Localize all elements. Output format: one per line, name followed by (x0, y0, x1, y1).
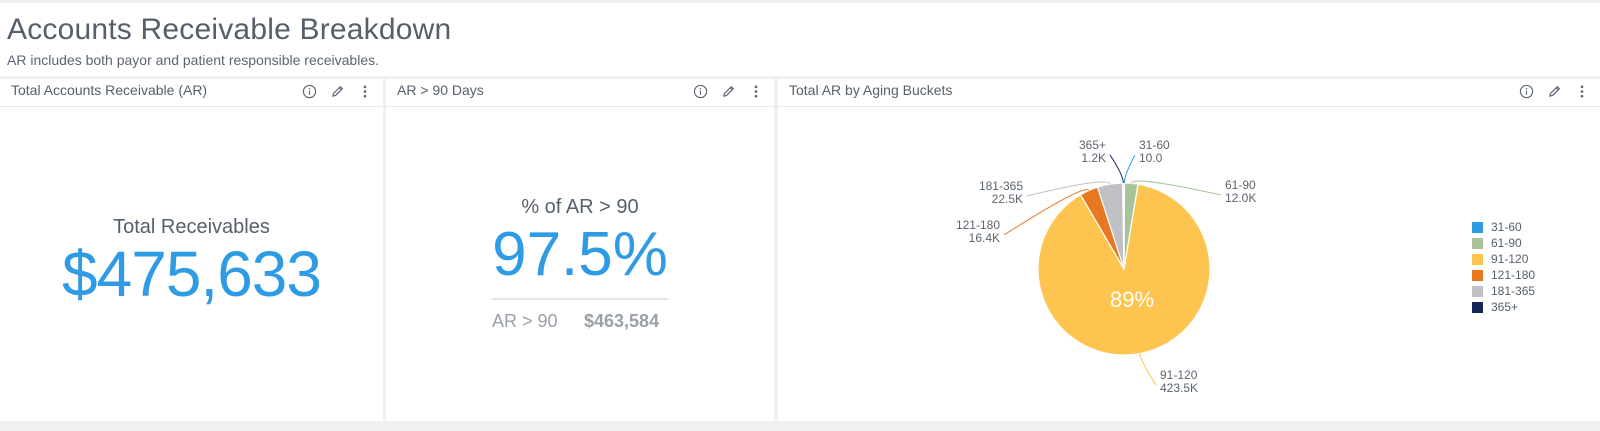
panel-header-divider (778, 106, 1600, 107)
pie-percent-label: 89% (1110, 287, 1154, 312)
legend-swatch (1472, 285, 1483, 297)
panel-actions (301, 82, 373, 100)
panel-title: AR > 90 Days (397, 82, 484, 98)
data-label-181-365: 181-365 (979, 179, 1023, 193)
legend-item-61-90[interactable]: 61-90 (1472, 235, 1535, 251)
legend-label: 181-365 (1491, 284, 1536, 298)
data-label-31-60: 10.0 (1139, 151, 1163, 165)
kpi-secondary-value: $463,584 (584, 311, 660, 331)
page-subtitle: AR includes both payor and patient respo… (7, 52, 380, 68)
legend-swatch (1472, 237, 1483, 249)
chart-legend: 31-60 61-90 91-120 121-180 181-365 365+ (1472, 219, 1535, 315)
more-vertical-icon[interactable] (748, 82, 764, 100)
legend-item-91-120[interactable]: 91-120 (1472, 251, 1535, 267)
pie-slice-91-120[interactable] (1037, 183, 1211, 356)
legend-label: 91-120 (1491, 252, 1529, 266)
pencil-icon[interactable] (329, 82, 345, 100)
kpi-divider (492, 298, 668, 300)
more-vertical-icon[interactable] (1574, 82, 1590, 100)
more-vertical-icon[interactable] (357, 82, 373, 100)
panel-header-divider (0, 106, 383, 107)
kpi-label: Total Receivables (113, 216, 270, 238)
page-title: Accounts Receivable Breakdown (7, 13, 452, 46)
total-ar-panel: Total Accounts Receivable (AR) Total Rec… (0, 79, 383, 421)
leader-line-365+ (1109, 154, 1124, 184)
aging-buckets-panel: Total AR by Aging Buckets 31-60 10.0 61-90… (778, 79, 1600, 421)
legend-label: 31-60 (1491, 220, 1522, 234)
panel-actions (1518, 82, 1590, 100)
data-label-181-365: 22.5K (992, 192, 1023, 206)
leader-line-121-180 (1003, 189, 1090, 236)
legend-label: 365+ (1491, 300, 1519, 314)
data-label-91-120: 91-120 (1160, 368, 1198, 382)
info-icon[interactable] (301, 82, 317, 100)
data-label-91-120: 423.5K (1160, 381, 1198, 395)
leader-line-181-365 (1026, 181, 1111, 197)
kpi-value: 97.5% (492, 220, 668, 289)
kpi-label: % of AR > 90 (521, 196, 639, 218)
legend-item-31-60[interactable]: 31-60 (1472, 219, 1535, 235)
data-label-365+: 365+ (1079, 138, 1106, 152)
leader-line-31-60 (1123, 154, 1136, 184)
pencil-icon[interactable] (1546, 82, 1562, 100)
panel-actions (692, 82, 764, 100)
legend-swatch (1472, 221, 1483, 233)
pie-slice-365+[interactable] (1122, 182, 1125, 270)
pencil-icon[interactable] (720, 82, 736, 100)
legend-label: 61-90 (1491, 236, 1522, 250)
legend-swatch (1472, 269, 1483, 281)
legend-item-121-180[interactable]: 121-180 (1472, 267, 1535, 283)
data-label-61-90: 61-90 (1225, 178, 1256, 192)
data-label-365+: 1.2K (1081, 151, 1106, 165)
dashboard-header: Accounts Receivable Breakdown AR include… (0, 3, 1600, 76)
panel-title: Total AR by Aging Buckets (789, 82, 953, 98)
kpi-secondary-label: AR > 90 (492, 311, 558, 331)
leader-line-61-90 (1130, 180, 1222, 196)
legend-swatch (1472, 301, 1483, 313)
data-label-121-180: 16.4K (969, 231, 1000, 245)
data-label-31-60: 31-60 (1139, 138, 1170, 152)
legend-item-181-365[interactable]: 181-365 (1472, 283, 1535, 299)
kpi-value: $475,633 (62, 238, 322, 310)
legend-item-365+[interactable]: 365+ (1472, 299, 1535, 315)
info-icon[interactable] (1518, 82, 1534, 100)
ar-over-90-panel: AR > 90 Days % of AR > 90 97.5% AR > 90 … (386, 79, 774, 421)
panel-title: Total Accounts Receivable (AR) (11, 82, 208, 98)
legend-swatch (1472, 253, 1483, 265)
data-label-61-90: 12.0K (1225, 191, 1256, 205)
panel-header-divider (386, 106, 774, 107)
data-label-121-180: 121-180 (956, 218, 1000, 232)
legend-label: 121-180 (1491, 268, 1536, 282)
info-icon[interactable] (692, 82, 708, 100)
leader-line-91-120 (1139, 353, 1157, 386)
